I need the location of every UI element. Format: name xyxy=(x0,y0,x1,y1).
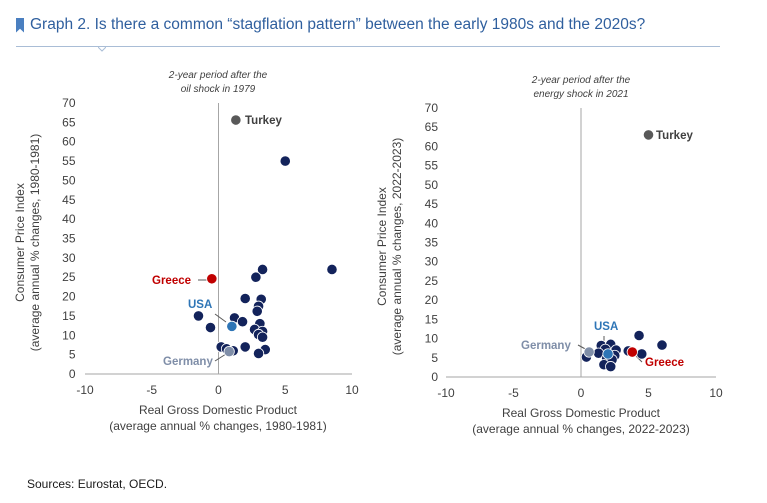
point-label-usa: USA xyxy=(594,321,618,333)
y-tick-label: 50 xyxy=(62,173,76,187)
x-tick-label: -10 xyxy=(76,383,94,397)
y-tick-label: 60 xyxy=(62,135,76,149)
data-point xyxy=(250,271,262,283)
y-tick-label: 55 xyxy=(62,154,76,168)
data-point-germany xyxy=(583,346,595,358)
point-label-turkey: Turkey xyxy=(656,130,693,142)
panel-title-line: 2-year period after the xyxy=(168,70,268,81)
data-point xyxy=(633,329,645,342)
y-tick-label: 25 xyxy=(62,270,76,284)
bookmark-icon xyxy=(16,17,24,33)
x-tick-label: 10 xyxy=(709,386,723,400)
data-point xyxy=(239,341,251,353)
data-point xyxy=(279,155,291,167)
y-tick-label: 65 xyxy=(425,120,439,134)
point-label-germany: Germany xyxy=(163,356,213,368)
data-point xyxy=(326,263,338,276)
y-tick-label: 10 xyxy=(425,332,439,346)
y-tick-label: 30 xyxy=(62,251,76,265)
x-axis-label: (average annual % changes, 2022-2023) xyxy=(472,422,690,436)
y-tick-label: 0 xyxy=(69,367,76,381)
y-tick-label: 45 xyxy=(425,197,439,211)
y-tick-label: 50 xyxy=(425,178,439,192)
y-axis-label: Consumer Price Index xyxy=(13,183,27,302)
x-tick-label: -5 xyxy=(146,383,157,397)
y-tick-label: 70 xyxy=(425,101,439,115)
x-axis-label: (average annual % changes, 1980-1981) xyxy=(109,419,327,433)
x-tick-label: -5 xyxy=(508,386,519,400)
source-note: Sources: Eurostat, OECD. xyxy=(27,477,168,491)
y-tick-label: 40 xyxy=(62,212,76,226)
y-tick-label: 15 xyxy=(62,309,76,323)
y-axis-label: Consumer Price Index xyxy=(375,187,389,306)
x-tick-label: 10 xyxy=(345,383,359,397)
panel-title-line: 2-year period after the xyxy=(531,75,631,86)
leader-line xyxy=(214,353,227,362)
y-tick-label: 55 xyxy=(425,159,439,173)
data-point xyxy=(192,310,205,322)
y-tick-label: 35 xyxy=(425,236,439,250)
data-point-greece xyxy=(206,273,218,285)
x-axis-label: Real Gross Domestic Product xyxy=(502,406,661,420)
data-point-greece xyxy=(626,346,638,358)
data-point xyxy=(239,292,251,305)
x-tick-label: 5 xyxy=(645,386,652,400)
y-tick-label: 35 xyxy=(62,232,76,246)
y-tick-label: 25 xyxy=(425,274,439,288)
y-tick-label: 30 xyxy=(425,255,439,269)
point-label-germany: Germany xyxy=(521,340,571,352)
y-tick-label: 5 xyxy=(431,351,438,365)
y-tick-label: 60 xyxy=(425,139,439,153)
data-point xyxy=(236,316,249,328)
data-point-turkey xyxy=(230,114,242,126)
point-label-greece: Greece xyxy=(152,275,191,287)
data-point xyxy=(204,321,217,334)
title-row: Graph 2. Is there a common “stagflation … xyxy=(16,16,645,34)
data-point-turkey xyxy=(642,129,655,141)
x-tick-label: -10 xyxy=(437,386,455,400)
x-tick-label: 0 xyxy=(578,386,585,400)
y-tick-label: 5 xyxy=(69,348,76,362)
leader-line xyxy=(214,313,227,323)
title-notch xyxy=(98,47,106,52)
y-axis-label: (average annual % changes, 1980-1981) xyxy=(28,134,42,352)
data-point xyxy=(256,331,269,343)
x-axis-label: Real Gross Domestic Product xyxy=(139,403,298,417)
y-axis-label: (average annual % changes, 2022-2023) xyxy=(390,138,404,356)
data-point-germany xyxy=(223,345,235,358)
data-point-usa xyxy=(226,320,238,332)
y-tick-label: 65 xyxy=(62,115,76,129)
y-tick-label: 15 xyxy=(425,312,439,326)
data-point xyxy=(256,263,269,276)
page-title: Graph 2. Is there a common “stagflation … xyxy=(30,16,646,33)
y-tick-label: 20 xyxy=(62,290,76,304)
data-point xyxy=(656,339,668,351)
y-tick-label: 10 xyxy=(62,328,76,342)
x-tick-label: 5 xyxy=(282,383,289,397)
title-divider xyxy=(16,46,720,47)
data-point-usa xyxy=(602,348,614,360)
y-tick-label: 45 xyxy=(62,193,76,207)
panel-title-line: energy shock in 2021 xyxy=(533,89,628,100)
point-label-usa: USA xyxy=(188,299,212,311)
data-point xyxy=(252,347,265,360)
data-point xyxy=(605,361,617,373)
y-tick-label: 70 xyxy=(62,96,76,110)
y-tick-label: 20 xyxy=(425,293,439,307)
panel-title-line: oil shock in 1979 xyxy=(181,84,256,95)
y-tick-label: 40 xyxy=(425,216,439,230)
point-label-turkey: Turkey xyxy=(245,115,282,127)
x-tick-label: 0 xyxy=(215,383,222,397)
point-label-greece: Greece xyxy=(645,357,684,369)
y-tick-label: 0 xyxy=(431,370,438,384)
data-point xyxy=(251,305,263,317)
